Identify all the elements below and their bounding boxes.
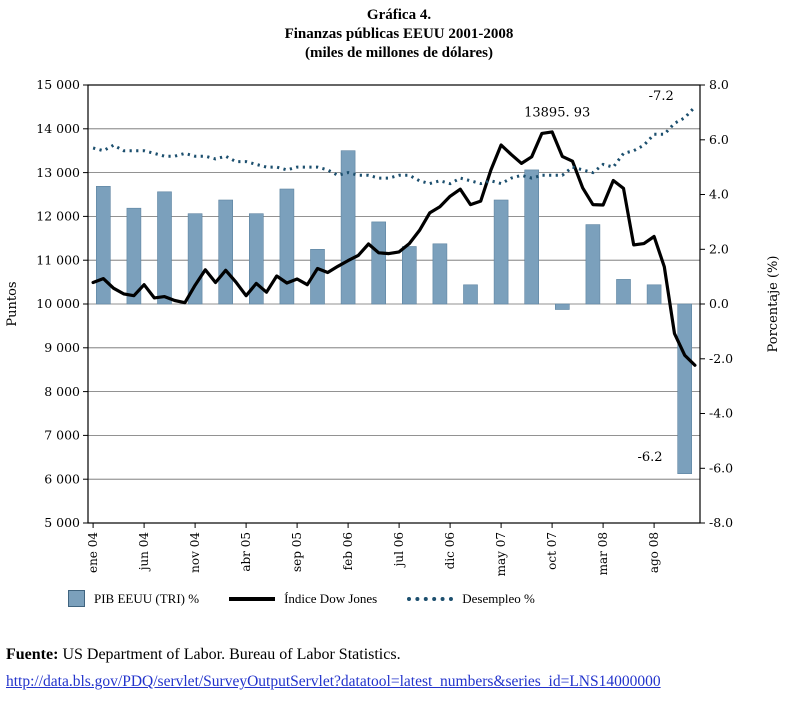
source-link[interactable]: http://data.bls.gov/PDQ/servlet/SurveyOu… (6, 673, 661, 690)
svg-text:6.0: 6.0 (709, 132, 729, 147)
legend-label-dow: Índice Dow Jones (284, 590, 378, 606)
svg-text:sep 05: sep 05 (290, 532, 304, 572)
legend-label-desempleo: Desempleo % (462, 590, 535, 606)
pib-bar (524, 169, 540, 305)
svg-text:14 000: 14 000 (36, 121, 80, 136)
right-axis: 8.0 6.0 4.0 2.0 0.0 -2.0 -4.0 -6.0 -8.0 Porcentaj… (700, 77, 781, 530)
right-axis-title: Porcentaje (%) (766, 256, 781, 353)
legend-item-pib: PIB EEUU (TRI) % (68, 590, 199, 607)
svg-text:jun 04: jun 04 (137, 532, 151, 573)
left-axis-title: Puntos (5, 281, 20, 326)
svg-text:mar 08: mar 08 (596, 532, 610, 575)
dow-jones-line (91, 130, 697, 367)
annotation: 13895. 93 (524, 106, 590, 121)
svg-text:12 000: 12 000 (36, 209, 80, 224)
svg-text:15 000: 15 000 (36, 77, 80, 92)
pib-bar (371, 221, 387, 305)
desempleo-line (92, 105, 696, 186)
annotation: -6.2 (637, 450, 662, 465)
pib-bar (463, 284, 478, 305)
svg-text:ago 08: ago 08 (647, 532, 661, 573)
legend-label-pib: PIB EEUU (TRI) % (94, 590, 200, 606)
svg-text:5 000: 5 000 (44, 515, 80, 530)
pib-bar (432, 243, 448, 305)
chart-title-block: Gráfica 4. Finanzas públicas EEUU 2001-2… (0, 6, 798, 63)
chart-units-label: (miles de millones de dólares) (304, 45, 494, 61)
svg-text:7 000: 7 000 (44, 428, 80, 443)
pib-bar (616, 279, 631, 305)
pib-bar (646, 284, 662, 305)
svg-text:abr 05: abr 05 (239, 532, 253, 572)
svg-text:oct 07: oct 07 (545, 532, 559, 570)
svg-text:8.0: 8.0 (709, 77, 729, 92)
svg-text:dic 06: dic 06 (443, 532, 457, 569)
svg-text:4.0: 4.0 (709, 187, 729, 202)
footer: Fuente: US Department of Labor. Bureau o… (6, 646, 796, 691)
svg-text:11 000: 11 000 (36, 252, 80, 267)
svg-text:-2.0: -2.0 (709, 351, 733, 366)
pib-bar (249, 213, 264, 305)
svg-text:nov 04: nov 04 (188, 532, 202, 573)
gridlines (88, 84, 700, 524)
svg-text:may 07: may 07 (494, 532, 508, 576)
pib-bar (585, 224, 601, 305)
source-line: Fuente: US Department of Labor. Bureau o… (6, 646, 796, 664)
pib-bar (340, 150, 356, 305)
legend-item-dow: Índice Dow Jones (229, 591, 377, 607)
svg-text:10 000: 10 000 (36, 296, 80, 311)
pib-bar (677, 303, 693, 474)
svg-text:13 000: 13 000 (36, 165, 80, 180)
svg-text:ene 04: ene 04 (86, 532, 100, 573)
dotted-line-swatch-icon (407, 596, 454, 601)
series-bars-pib (96, 150, 693, 474)
solid-line-swatch-icon (229, 596, 276, 601)
chart-area: 15 000 14 000 13 000 12 000 11 000 10 000 9 00… (5, 77, 781, 576)
svg-text:8 000: 8 000 (44, 384, 80, 399)
pib-bar (96, 186, 111, 305)
svg-text:jul 06: jul 06 (392, 532, 406, 568)
left-axis: 15 000 14 000 13 000 12 000 11 000 10 000 9 00… (5, 77, 88, 530)
svg-text:-8.0: -8.0 (709, 515, 733, 530)
pib-bar (157, 191, 172, 305)
chart-title: Gráfica 4. (366, 7, 432, 23)
pib-bar (279, 188, 295, 305)
pib-bar (218, 199, 233, 305)
svg-text:2.0: 2.0 (709, 242, 729, 257)
pib-bar (126, 207, 142, 305)
svg-text:0.0: 0.0 (709, 296, 729, 311)
source-label: Fuente: (6, 646, 59, 663)
chart-subtitle: Finanzas públicas EEUU 2001-2008 (284, 26, 514, 42)
svg-text:9 000: 9 000 (44, 340, 80, 355)
chart-legend: PIB EEUU (TRI) % Índice Dow Jones Desemp… (68, 590, 535, 607)
svg-text:6 000: 6 000 (44, 471, 80, 486)
svg-text:-4.0: -4.0 (709, 406, 733, 421)
chart-svg: 15 000 14 000 13 000 12 000 11 000 10 000 9 00… (5, 77, 781, 576)
pib-bar (554, 303, 570, 310)
svg-text:feb 06: feb 06 (341, 532, 355, 570)
bar-swatch-icon (68, 590, 85, 607)
x-axis: ene 04 jun 04 nov 04 abr 05 sep 05 feb 06 jul … (86, 523, 661, 576)
pib-bar (401, 246, 417, 305)
pib-bar (493, 199, 509, 305)
annotations: 13895. 93 -7.2 -6.2 (524, 89, 674, 465)
legend-item-desempleo: Desempleo % (407, 591, 535, 607)
source-text: US Department of Labor. Bureau of Labor … (58, 646, 401, 663)
annotation: -7.2 (649, 89, 674, 104)
svg-text:-6.0: -6.0 (709, 461, 733, 476)
